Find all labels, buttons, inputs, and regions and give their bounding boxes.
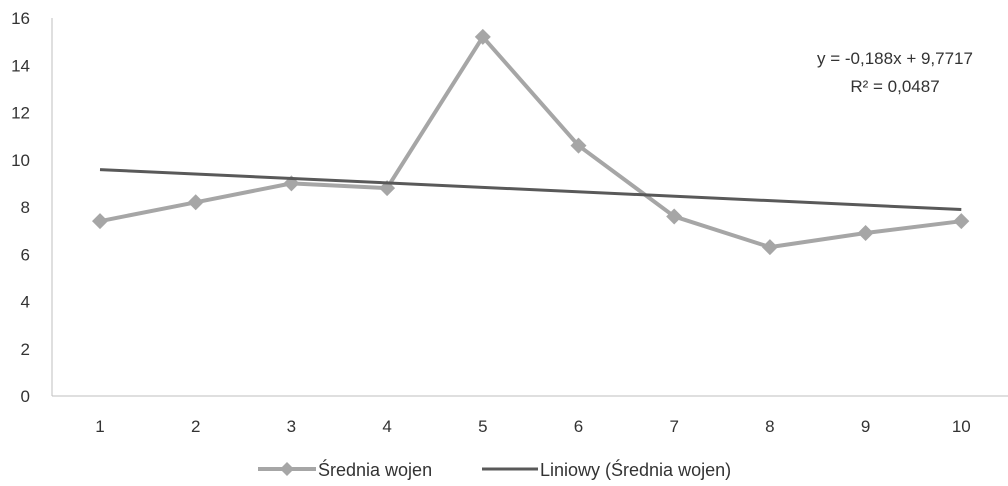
y-tick-label: 12 bbox=[11, 104, 30, 123]
x-tick-label: 8 bbox=[765, 417, 774, 436]
data-point-marker bbox=[953, 213, 970, 230]
series-srednia-wojen bbox=[92, 28, 970, 256]
x-tick-label: 9 bbox=[861, 417, 870, 436]
data-point-marker bbox=[92, 213, 108, 230]
x-tick-label: 4 bbox=[382, 417, 391, 436]
x-tick-label: 7 bbox=[669, 417, 678, 436]
y-tick-label: 16 bbox=[11, 9, 30, 28]
data-point-marker bbox=[570, 137, 587, 154]
legend-series-label: Średnia wojen bbox=[318, 459, 432, 480]
data-point-marker bbox=[857, 224, 874, 241]
data-point-marker bbox=[761, 239, 778, 256]
legend: Średnia wojen Liniowy (Średnia wojen) bbox=[258, 459, 731, 480]
y-tick-label: 6 bbox=[21, 245, 30, 264]
x-tick-label: 2 bbox=[191, 417, 200, 436]
y-tick-label: 10 bbox=[11, 151, 30, 170]
legend-item-trendline: Liniowy (Średnia wojen) bbox=[482, 459, 731, 480]
data-point-marker bbox=[187, 194, 204, 211]
linear-trendline bbox=[99, 168, 962, 212]
x-tick-label: 1 bbox=[95, 417, 104, 436]
legend-item-series: Średnia wojen bbox=[258, 459, 432, 480]
x-tick-label: 6 bbox=[574, 417, 583, 436]
y-tick-label: 14 bbox=[11, 56, 30, 75]
x-tick-label: 3 bbox=[287, 417, 296, 436]
y-tick-label: 8 bbox=[21, 198, 30, 217]
x-axis-tick-labels: 1 2 3 4 5 6 7 8 9 10 bbox=[95, 417, 970, 436]
trendline-equation: y = -0,188x + 9,7717 bbox=[817, 49, 973, 68]
y-tick-label: 2 bbox=[21, 340, 30, 359]
data-point-marker bbox=[474, 28, 491, 45]
legend-diamond-marker-icon bbox=[280, 462, 294, 476]
series-line bbox=[99, 34, 962, 250]
y-tick-label: 0 bbox=[21, 387, 30, 406]
trendline-r-squared: R² = 0,0487 bbox=[850, 77, 939, 96]
legend-trendline-label: Liniowy (Średnia wojen) bbox=[540, 459, 731, 480]
y-axis-tick-labels: 0 2 4 6 8 10 12 14 16 bbox=[11, 9, 30, 406]
y-tick-label: 4 bbox=[21, 293, 30, 312]
x-tick-label: 10 bbox=[952, 417, 971, 436]
x-tick-label: 5 bbox=[478, 417, 487, 436]
data-point-marker bbox=[666, 208, 683, 225]
